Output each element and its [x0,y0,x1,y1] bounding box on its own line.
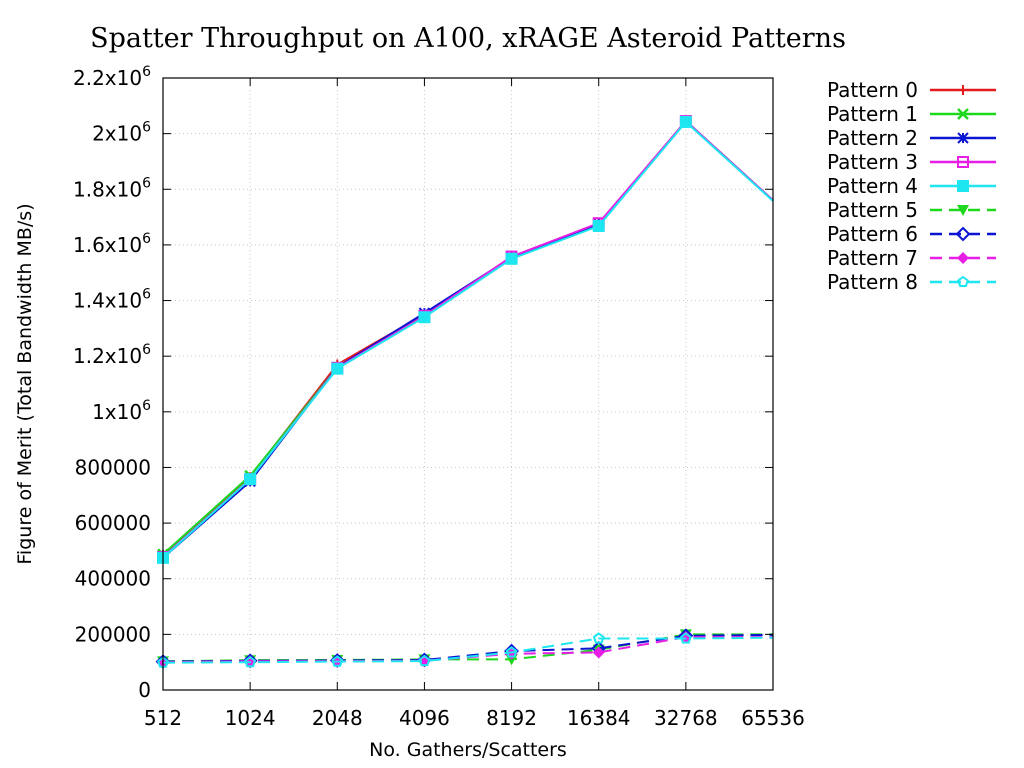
legend-item: Pattern 4 [827,174,996,198]
y-tick-mantissa: 1.6x10 [73,233,142,257]
y-tick-label: 200000 [75,622,151,646]
series-lines [155,115,774,670]
y-tick-label: 2x106 [92,120,151,146]
x-tick-label: 65536 [741,706,805,730]
data-point [958,85,968,95]
y-tick-mantissa: 1.8x10 [73,177,142,201]
y-tick-label: 1x106 [92,398,151,424]
legend-item: Pattern 6 [827,222,996,246]
y-tick-exponent: 6 [142,175,151,191]
x-tick-label: 512 [144,706,182,730]
data-point [957,252,969,264]
legend-label: Pattern 4 [827,174,918,198]
legend-item: Pattern 3 [827,150,996,174]
legend-label: Pattern 1 [827,102,918,126]
y-tick-mantissa: 800000 [75,455,151,479]
y-tick-label: 400000 [75,567,151,591]
x-tick-label: 2048 [312,706,363,730]
series-line [162,119,774,556]
series-pattern-2 [157,115,774,564]
data-point [592,646,605,659]
series-line [162,120,774,559]
data-point [955,226,971,242]
chart-title: Spatter Throughput on A100, xRAGE Astero… [90,23,846,54]
y-tick-exponent: 6 [142,398,151,414]
y-tick-exponent: 6 [142,342,151,358]
y-tick-label: 600000 [75,511,151,535]
legend-label: Pattern 5 [827,198,918,222]
y-tick-mantissa: 600000 [75,511,151,535]
y-tick-mantissa: 0 [138,678,151,702]
y-tick-label: 0 [138,678,151,702]
y-tick-mantissa: 1x10 [92,400,142,424]
plot-frame [162,77,774,691]
data-point [957,156,969,168]
legend-item: Pattern 7 [827,246,996,270]
series-line [162,636,774,664]
y-tick-exponent: 6 [142,120,151,136]
series-pattern-8 [157,632,774,668]
x-tick-label: 4096 [399,706,450,730]
data-point [957,275,969,287]
y-tick-mantissa: 200000 [75,622,151,646]
y-tick-exponent: 6 [142,287,151,303]
data-point [331,655,344,667]
data-point [418,311,431,324]
data-point [592,632,605,644]
data-point [331,362,344,375]
legend-label: Pattern 6 [827,222,918,246]
legend-label: Pattern 7 [827,246,918,270]
x-axis-label: No. Gathers/Scatters [369,739,567,761]
y-tick-mantissa: 400000 [75,567,151,591]
legend-item: Pattern 8 [827,270,996,294]
x-tick-label: 8192 [486,706,537,730]
x-tick-label: 32768 [654,706,718,730]
series-line [162,119,774,558]
legend-label: Pattern 0 [827,78,918,102]
data-point [679,115,692,128]
legend-label: Pattern 2 [827,126,918,150]
y-tick-label: 1.8x106 [73,175,151,201]
data-point [244,473,257,486]
legend-item: Pattern 1 [827,102,996,126]
axis-ticks: 512 1024 2048 4096 8192 16384 32768 65536 0 20000… [73,64,805,730]
y-axis-label: Figure of Merit (Total Bandwidth MB/s) [14,203,36,564]
legend-label: Pattern 8 [827,270,918,294]
data-point [957,108,969,120]
legend-item: Pattern 5 [827,198,996,222]
data-point [505,646,518,658]
y-tick-label: 1.2x106 [73,342,151,368]
grid-lines [163,78,773,690]
data-point [592,219,605,232]
y-tick-label: 2.2x106 [73,64,151,90]
y-tick-exponent: 6 [142,64,151,80]
y-tick-exponent: 6 [142,231,151,247]
x-tick-label: 1024 [225,706,276,730]
y-tick-mantissa: 1.2x10 [73,344,142,368]
data-point [679,632,692,644]
legend-item: Pattern 0 [827,78,996,102]
data-point [957,205,969,216]
y-tick-mantissa: 2.2x10 [73,66,142,90]
y-tick-label: 800000 [75,455,151,479]
data-point [957,132,969,144]
y-tick-label: 1.4x106 [73,287,151,313]
y-tick-label: 1.6x106 [73,231,151,257]
series-pattern-3 [157,115,774,564]
y-tick-mantissa: 2x10 [92,122,142,146]
series-line [162,119,774,555]
data-point [957,180,969,192]
legend-label: Pattern 3 [827,150,918,174]
series-line [162,119,774,559]
series-pattern-4 [157,115,774,564]
data-point [244,655,257,668]
y-tick-mantissa: 1.4x10 [73,289,142,313]
legend-item: Pattern 2 [827,126,996,150]
data-point [505,252,518,265]
x-tick-label: 16384 [567,706,631,730]
data-point [418,654,431,667]
